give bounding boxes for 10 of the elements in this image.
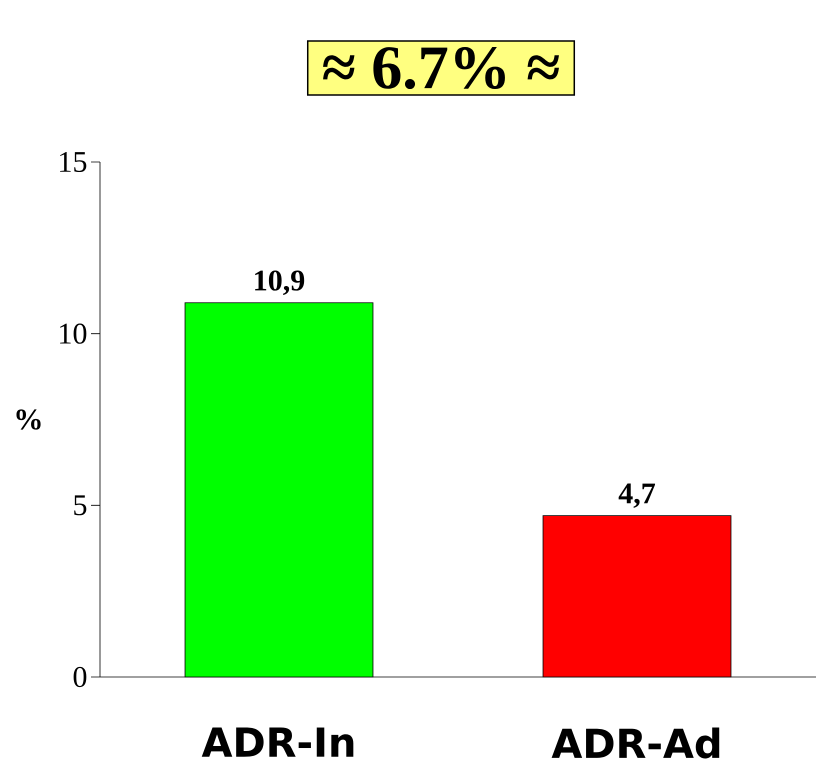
y-axis-title: %	[16, 409, 41, 430]
data-label: 10,9	[255, 270, 304, 296]
data-label: 4,7	[618, 484, 656, 508]
x-tick-label: ADR-In	[202, 728, 354, 757]
y-tick-label: 5	[74, 495, 86, 516]
y-tick-label: 0	[74, 666, 86, 688]
x-tick-label: ADR-Ad	[552, 728, 720, 758]
chart-title: ≈ 6.7% ≈	[323, 46, 559, 90]
y-tick-label: 15	[60, 152, 86, 172]
y-tick-label: 10	[60, 324, 86, 344]
